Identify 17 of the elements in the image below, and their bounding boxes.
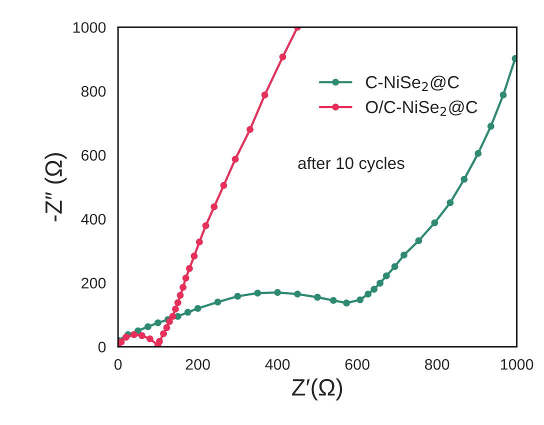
- y-axis-title: -Z″ (Ω): [44, 153, 67, 222]
- y-tick-label: 400: [81, 214, 106, 225]
- legend-label: C-NiSe$_{2}$@C: [366, 76, 459, 92]
- x-tick-label: 600: [345, 359, 370, 370]
- y-tick-label: 600: [82, 150, 106, 161]
- y-tick-label: 1000: [73, 22, 106, 33]
- x-tick-label: 400: [265, 359, 290, 370]
- x-axis-title: Z′(Ω): [292, 378, 342, 400]
- x-tick-label: 0: [114, 359, 122, 370]
- y-tick-label: 200: [82, 278, 106, 289]
- annotation: after 10 cycles: [298, 156, 404, 172]
- x-tick-label: 1000: [500, 359, 534, 370]
- y-tick-label: 800: [81, 86, 106, 97]
- x-tick-label: 800: [424, 359, 450, 370]
- x-tick-label: 200: [186, 359, 210, 370]
- y-tick-label: 0: [98, 342, 106, 352]
- legend-label: O/C-NiSe$_{2}$@C: [366, 100, 478, 116]
